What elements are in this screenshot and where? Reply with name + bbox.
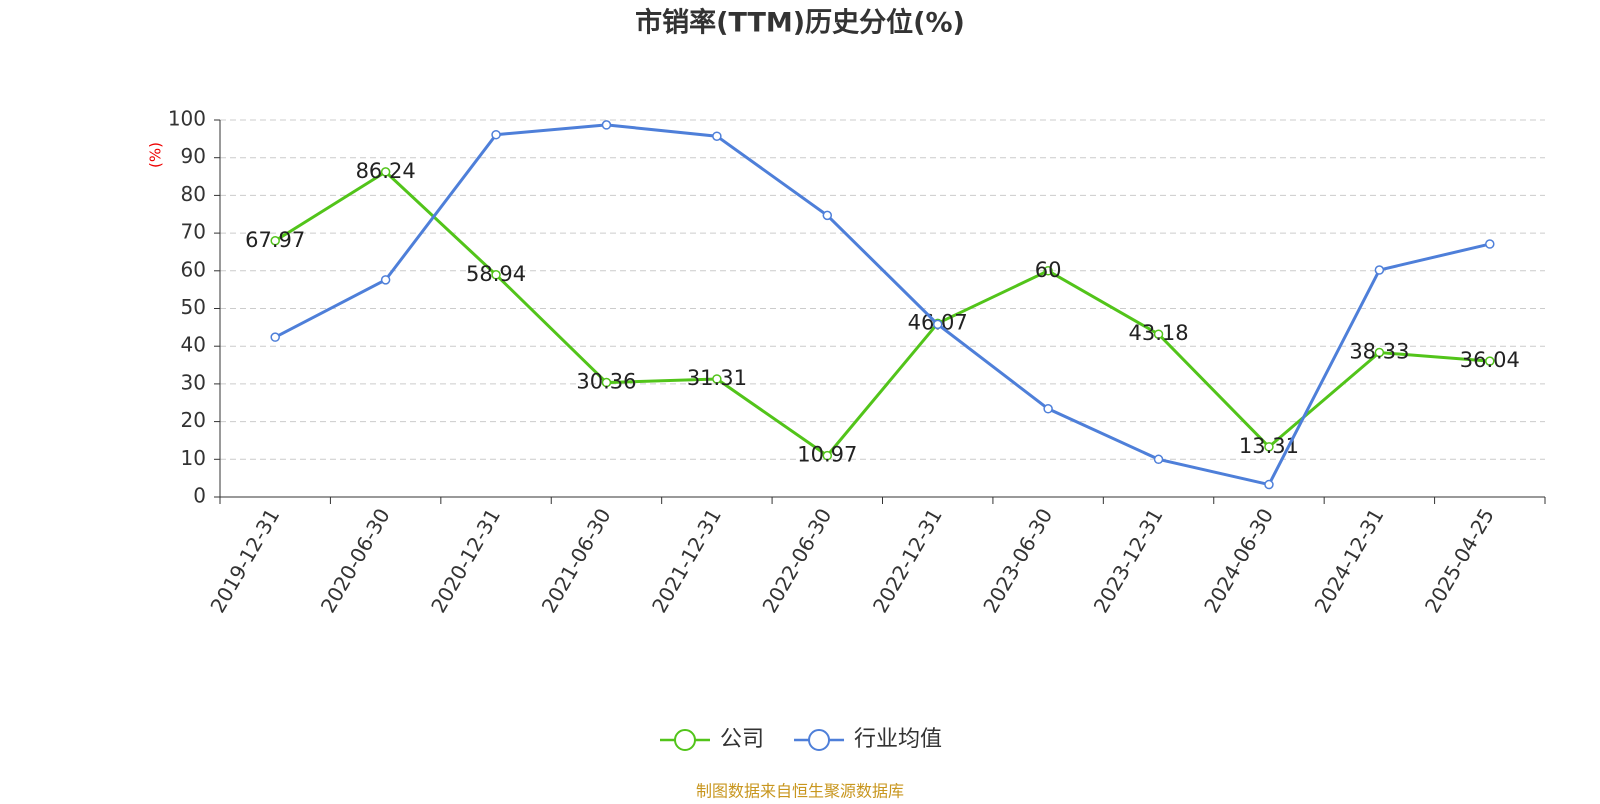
data-point [1153, 454, 1164, 465]
data-label: 58.94 [466, 262, 526, 286]
data-label: 38.33 [1349, 339, 1409, 363]
x-tick-label: 2023-06-30 [978, 504, 1057, 617]
series-line [274, 169, 1490, 458]
y-tick-label: 60 [181, 257, 206, 281]
x-tick-label: 2021-06-30 [537, 504, 616, 617]
data-label: 30.36 [576, 370, 636, 394]
x-tick-label: 2020-06-30 [316, 504, 395, 617]
x-tick-label: 2022-12-31 [868, 504, 947, 617]
x-tick-label: 2022-06-30 [757, 504, 836, 617]
y-tick-label: 100 [168, 107, 206, 131]
y-tick-label: 30 [181, 370, 206, 394]
x-tick-label: 2020-12-31 [426, 504, 505, 617]
data-point [491, 270, 501, 280]
data-label: 67.97 [245, 228, 305, 252]
data-point [1264, 442, 1274, 452]
data-point [822, 450, 833, 461]
data-point [932, 319, 943, 330]
data-label: 60 [1035, 258, 1062, 282]
data-label: 36.04 [1460, 348, 1520, 372]
data-point [380, 275, 391, 285]
data-point [822, 210, 833, 221]
data-point [1485, 239, 1495, 249]
data-label: 31.31 [687, 366, 747, 390]
chart-title: 市销率(TTM)历史分位(%) [635, 7, 965, 39]
data-point [1043, 266, 1053, 276]
data-point [712, 131, 722, 141]
data-label: 10.97 [797, 443, 857, 467]
data-label: 43.18 [1128, 321, 1188, 345]
source-note: 制图数据来自恒生聚源数据库 [696, 782, 904, 801]
data-point [1485, 356, 1495, 366]
data-point [380, 167, 391, 177]
data-point [1043, 404, 1053, 414]
data-point [1264, 479, 1274, 490]
data-point [270, 332, 280, 342]
legend: 公司 行业均值 [660, 727, 942, 752]
data-label: 86.24 [356, 159, 416, 183]
x-tick-label: 2024-12-31 [1310, 504, 1389, 617]
y-tick-label: 80 [181, 182, 206, 206]
data-point [491, 129, 501, 140]
data-point [712, 374, 722, 384]
y-tick-label: 20 [181, 408, 206, 432]
x-tick-label: 2025-04-25 [1420, 504, 1499, 617]
data-point [601, 377, 612, 388]
x-tick-label: 2023-12-31 [1089, 504, 1168, 617]
legend-marker [808, 729, 831, 751]
x-tick-label: 2019-12-31 [205, 504, 284, 617]
legend-label: 公司 [720, 727, 764, 752]
data-point [1374, 265, 1385, 275]
y-tick-label: 50 [181, 295, 206, 319]
y-tick-label: 0 [193, 484, 206, 508]
y-axis-label: (%) [147, 142, 165, 168]
data-point [1374, 347, 1385, 358]
data-point [270, 236, 280, 246]
y-tick-label: 40 [181, 333, 206, 357]
data-point [601, 120, 612, 130]
legend-label: 行业均值 [854, 727, 942, 752]
y-tick-label: 90 [181, 144, 206, 168]
x-tick-label: 2021-12-31 [647, 504, 726, 617]
legend-marker [674, 729, 696, 751]
data-point [1153, 329, 1164, 339]
y-tick-label: 10 [181, 446, 206, 470]
series-line [274, 123, 1491, 487]
y-tick-label: 70 [181, 220, 206, 244]
x-tick-label: 2024-06-30 [1199, 504, 1278, 617]
